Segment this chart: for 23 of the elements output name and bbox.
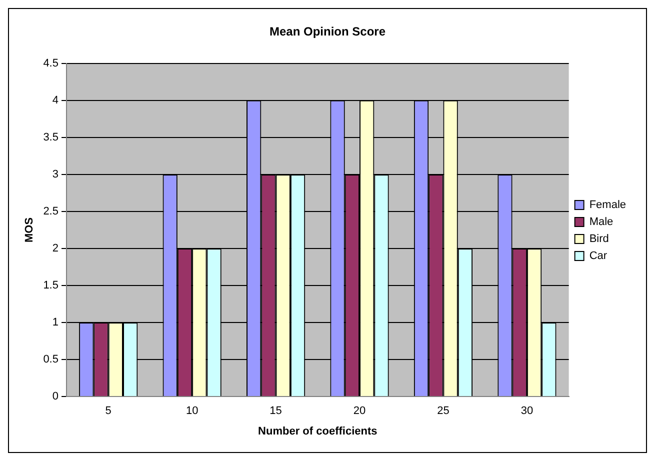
legend-label: Male	[589, 216, 614, 228]
x-tick-label: 30	[520, 405, 534, 418]
y-axis-title: MOS	[24, 217, 36, 243]
legend-label: Female	[589, 199, 626, 212]
x-tick-label: 25	[437, 405, 450, 418]
x-tick-label: 10	[186, 405, 198, 418]
x-axis-title: Number of coefficients	[258, 425, 378, 438]
y-tick-label: 3.5	[43, 131, 58, 144]
legend-label: Bird	[589, 233, 609, 246]
chart-title: Mean Opinion Score	[269, 24, 386, 39]
y-tick-label: 1.5	[43, 280, 58, 292]
x-tick-label: 15	[270, 405, 282, 418]
y-tick-label: 4	[52, 94, 58, 106]
y-tick-label: 3	[52, 168, 58, 180]
y-tick-label: 0.5	[43, 354, 58, 366]
y-tick-label: 0	[52, 390, 58, 403]
x-tick-label: 5	[105, 405, 112, 418]
legend-label: Car	[589, 250, 608, 262]
y-tick-label: 1	[52, 316, 58, 329]
x-tick-label: 20	[353, 405, 366, 418]
y-tick-label: 2.5	[43, 206, 58, 218]
y-tick-label: 4.5	[43, 57, 58, 70]
y-tick-label: 2	[52, 242, 58, 255]
